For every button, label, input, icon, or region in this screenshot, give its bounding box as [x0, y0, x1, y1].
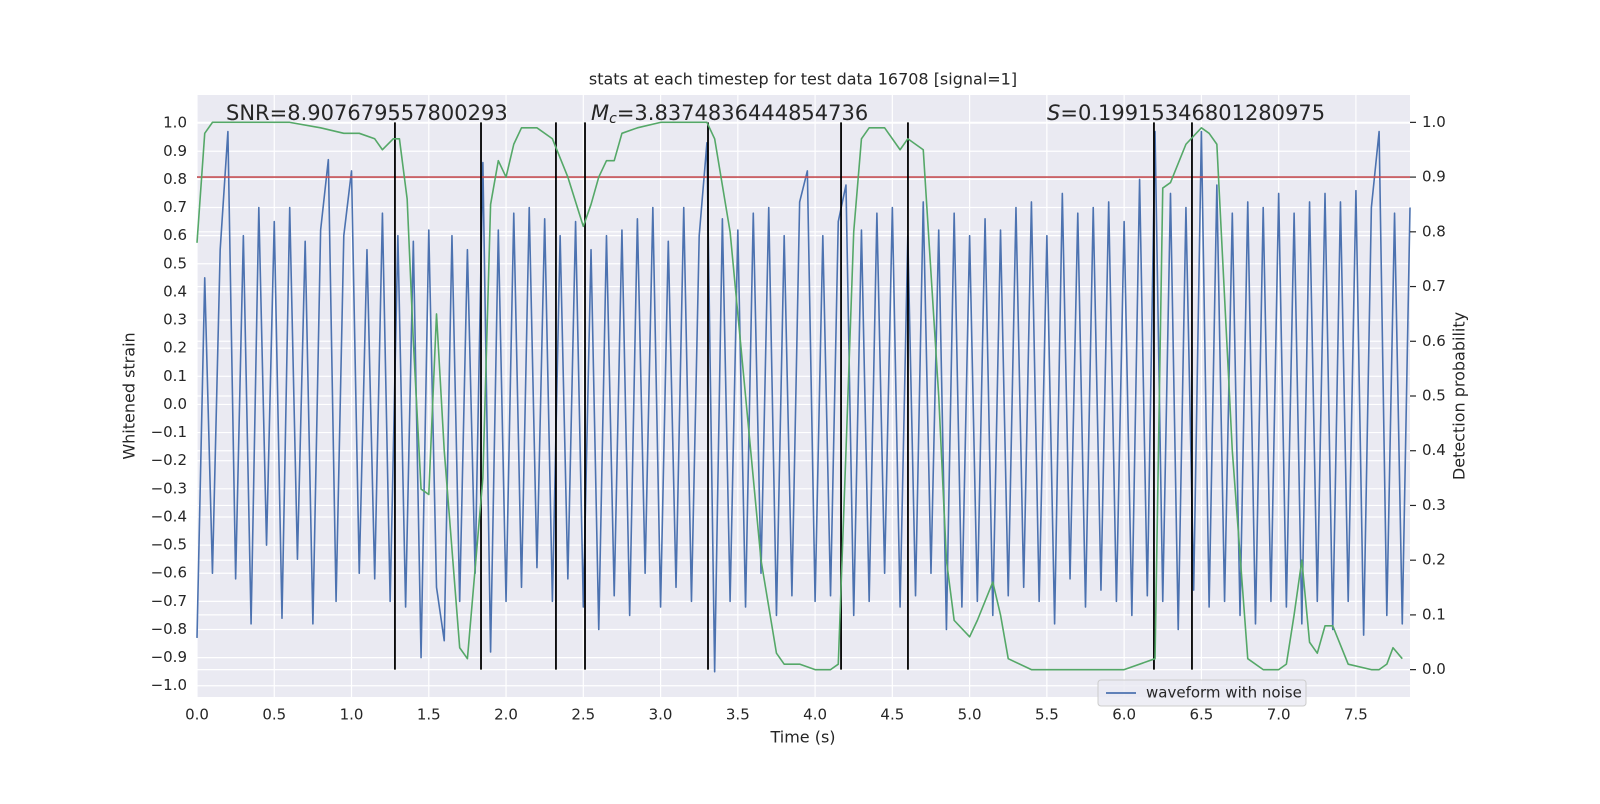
- y2-tick-label: 0.6: [1422, 332, 1446, 350]
- x-tick-label: 0.5: [262, 706, 286, 724]
- y-tick-label: 0.1: [163, 367, 187, 385]
- legend-label: waveform with noise: [1146, 684, 1302, 702]
- y-tick-label: −1.0: [151, 676, 187, 694]
- y-tick-label: −0.3: [151, 479, 187, 497]
- y-tick-label: −0.4: [151, 507, 187, 525]
- x-tick-label: 3.0: [649, 706, 673, 724]
- x-tick-label: 2.0: [494, 706, 518, 724]
- annotation-subscript: c: [609, 111, 617, 127]
- x-tick-label: 5.0: [958, 706, 982, 724]
- x-tick-label: 6.0: [1112, 706, 1136, 724]
- y-tick-label: −0.1: [151, 423, 187, 441]
- annotation: S=0.19915346801280975: [1047, 101, 1325, 125]
- x-tick-label: 4.0: [803, 706, 827, 724]
- legend-box: [1097, 679, 1307, 707]
- x-tick-label: 1.0: [340, 706, 364, 724]
- series-line: [196, 130, 1411, 673]
- y2-tick-label: 0.8: [1422, 222, 1446, 240]
- marks: [196, 121, 1411, 673]
- y-tick-label: 0.0: [163, 395, 187, 413]
- annotations: SNR=8.907679557800293 Mc=3.8374836444854…: [226, 101, 1325, 127]
- x-tick-label: 5.5: [1035, 706, 1059, 724]
- y-tick-label: −0.5: [151, 536, 187, 554]
- chart-title: stats at each timestep for test data 167…: [589, 70, 1017, 89]
- y2-axis-label: Detection probability: [1450, 312, 1469, 480]
- y2-tick-label: 0.3: [1422, 496, 1446, 514]
- x-tick-label: 0.0: [185, 706, 209, 724]
- x-tick-label: 6.5: [1189, 706, 1213, 724]
- annotation: Mc=3.8374836444854736: [591, 101, 868, 127]
- y-tick-label: −0.2: [151, 451, 187, 469]
- y-tick-label: −0.9: [151, 648, 187, 666]
- y-tick-label: −0.7: [151, 592, 187, 610]
- annotation-text: =0.19915346801280975: [1060, 101, 1325, 125]
- legend: waveform with noise: [1097, 679, 1307, 707]
- y-tick-label: 0.5: [163, 254, 187, 272]
- y-tick-label: 0.8: [163, 170, 187, 188]
- y-tick-label: 0.3: [163, 311, 187, 329]
- y-tick-label: −0.6: [151, 564, 187, 582]
- y2-tick-label: 0.0: [1422, 660, 1446, 678]
- y2-tick-label: 0.4: [1422, 441, 1446, 459]
- annotation: SNR=8.907679557800293: [226, 101, 508, 125]
- x-tick-label: 4.5: [880, 706, 904, 724]
- y-tick-label: −0.8: [151, 620, 187, 638]
- y2-tick-label: 0.2: [1422, 551, 1446, 569]
- y-tick-label: 1.0: [163, 114, 187, 132]
- y2-tick-label: 0.7: [1422, 277, 1446, 295]
- y-tick-label: 0.2: [163, 339, 187, 357]
- y2-tick-label: 0.9: [1422, 168, 1446, 186]
- y2-tick-label: 0.5: [1422, 387, 1446, 405]
- x-axis-label: Time (s): [769, 728, 835, 747]
- y-axis-label: Whitened strain: [120, 332, 139, 459]
- x-tick-label: 2.5: [571, 706, 595, 724]
- y-tick-label: 0.7: [163, 198, 187, 216]
- y2-tick-label: 1.0: [1422, 113, 1446, 131]
- annotation-text: =3.8374836444854736: [617, 101, 868, 125]
- y-tick-label: 0.6: [163, 226, 187, 244]
- y2-tick-label: 0.1: [1422, 605, 1446, 623]
- annotation-symbol: S: [1047, 101, 1060, 125]
- x-tick-label: 7.0: [1267, 706, 1291, 724]
- series-line: [196, 121, 1403, 671]
- x-tick-label: 7.5: [1344, 706, 1368, 724]
- x-tick-label: 1.5: [417, 706, 441, 724]
- x-tick-label: 3.5: [726, 706, 750, 724]
- y-tick-label: 0.4: [163, 282, 187, 300]
- y-tick-label: 0.9: [163, 142, 187, 160]
- annotation-symbol: M: [591, 101, 609, 125]
